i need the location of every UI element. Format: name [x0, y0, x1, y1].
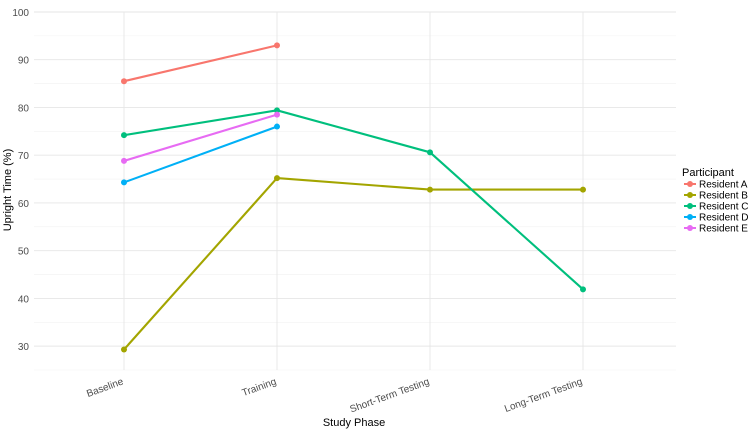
legend-title: Participant	[682, 167, 734, 179]
legend-key-point	[687, 203, 693, 209]
data-point	[274, 42, 280, 49]
legend-label: Resident B	[699, 191, 748, 202]
legend-label: Resident E	[699, 224, 748, 235]
legend-key-point	[687, 181, 693, 187]
grid	[34, 11, 676, 371]
data-point	[580, 286, 586, 293]
data-point	[121, 346, 127, 353]
legend-key-point	[687, 225, 693, 231]
data-point	[274, 107, 280, 114]
series-line	[123, 177, 583, 351]
y-tick-label: 40	[18, 294, 30, 305]
legend-label: Resident D	[699, 213, 748, 224]
legend-label: Resident A	[699, 180, 748, 191]
y-tick-label: 100	[12, 8, 29, 19]
y-tick-label: 30	[18, 342, 30, 353]
data-point	[274, 175, 280, 182]
x-tick-label: Baseline	[85, 376, 125, 400]
data-point	[121, 179, 127, 186]
y-tick-label: 80	[18, 103, 30, 114]
y-tick-label: 90	[18, 56, 30, 67]
y-axis-title: Upright Time (%)	[2, 149, 14, 232]
axes: Study Phase Upright Time (%) 30 40 50 60 70 8…	[2, 8, 584, 429]
y-tick-label: 60	[18, 199, 30, 210]
data-point	[580, 186, 586, 193]
y-tick-label: 70	[18, 151, 30, 162]
series-line	[123, 113, 278, 162]
series-line	[123, 109, 584, 291]
legend-key-point	[687, 214, 693, 220]
series	[121, 42, 586, 353]
data-point	[274, 123, 280, 130]
data-point	[274, 111, 280, 118]
series-line	[123, 44, 278, 83]
legend-key-point	[687, 192, 693, 198]
series-line	[123, 125, 278, 184]
data-point	[427, 186, 433, 193]
x-tick-label: Short-Term Testing	[349, 376, 431, 415]
x-tick-label: Training	[241, 376, 278, 399]
x-tick-label: Long-Term Testing	[503, 376, 584, 414]
x-axis-title: Study Phase	[323, 417, 385, 429]
data-point	[121, 132, 127, 139]
data-point	[121, 157, 127, 164]
data-point	[121, 78, 127, 85]
legend-label: Resident C	[699, 202, 748, 213]
data-point	[427, 149, 433, 156]
y-tick-label: 50	[18, 247, 30, 258]
